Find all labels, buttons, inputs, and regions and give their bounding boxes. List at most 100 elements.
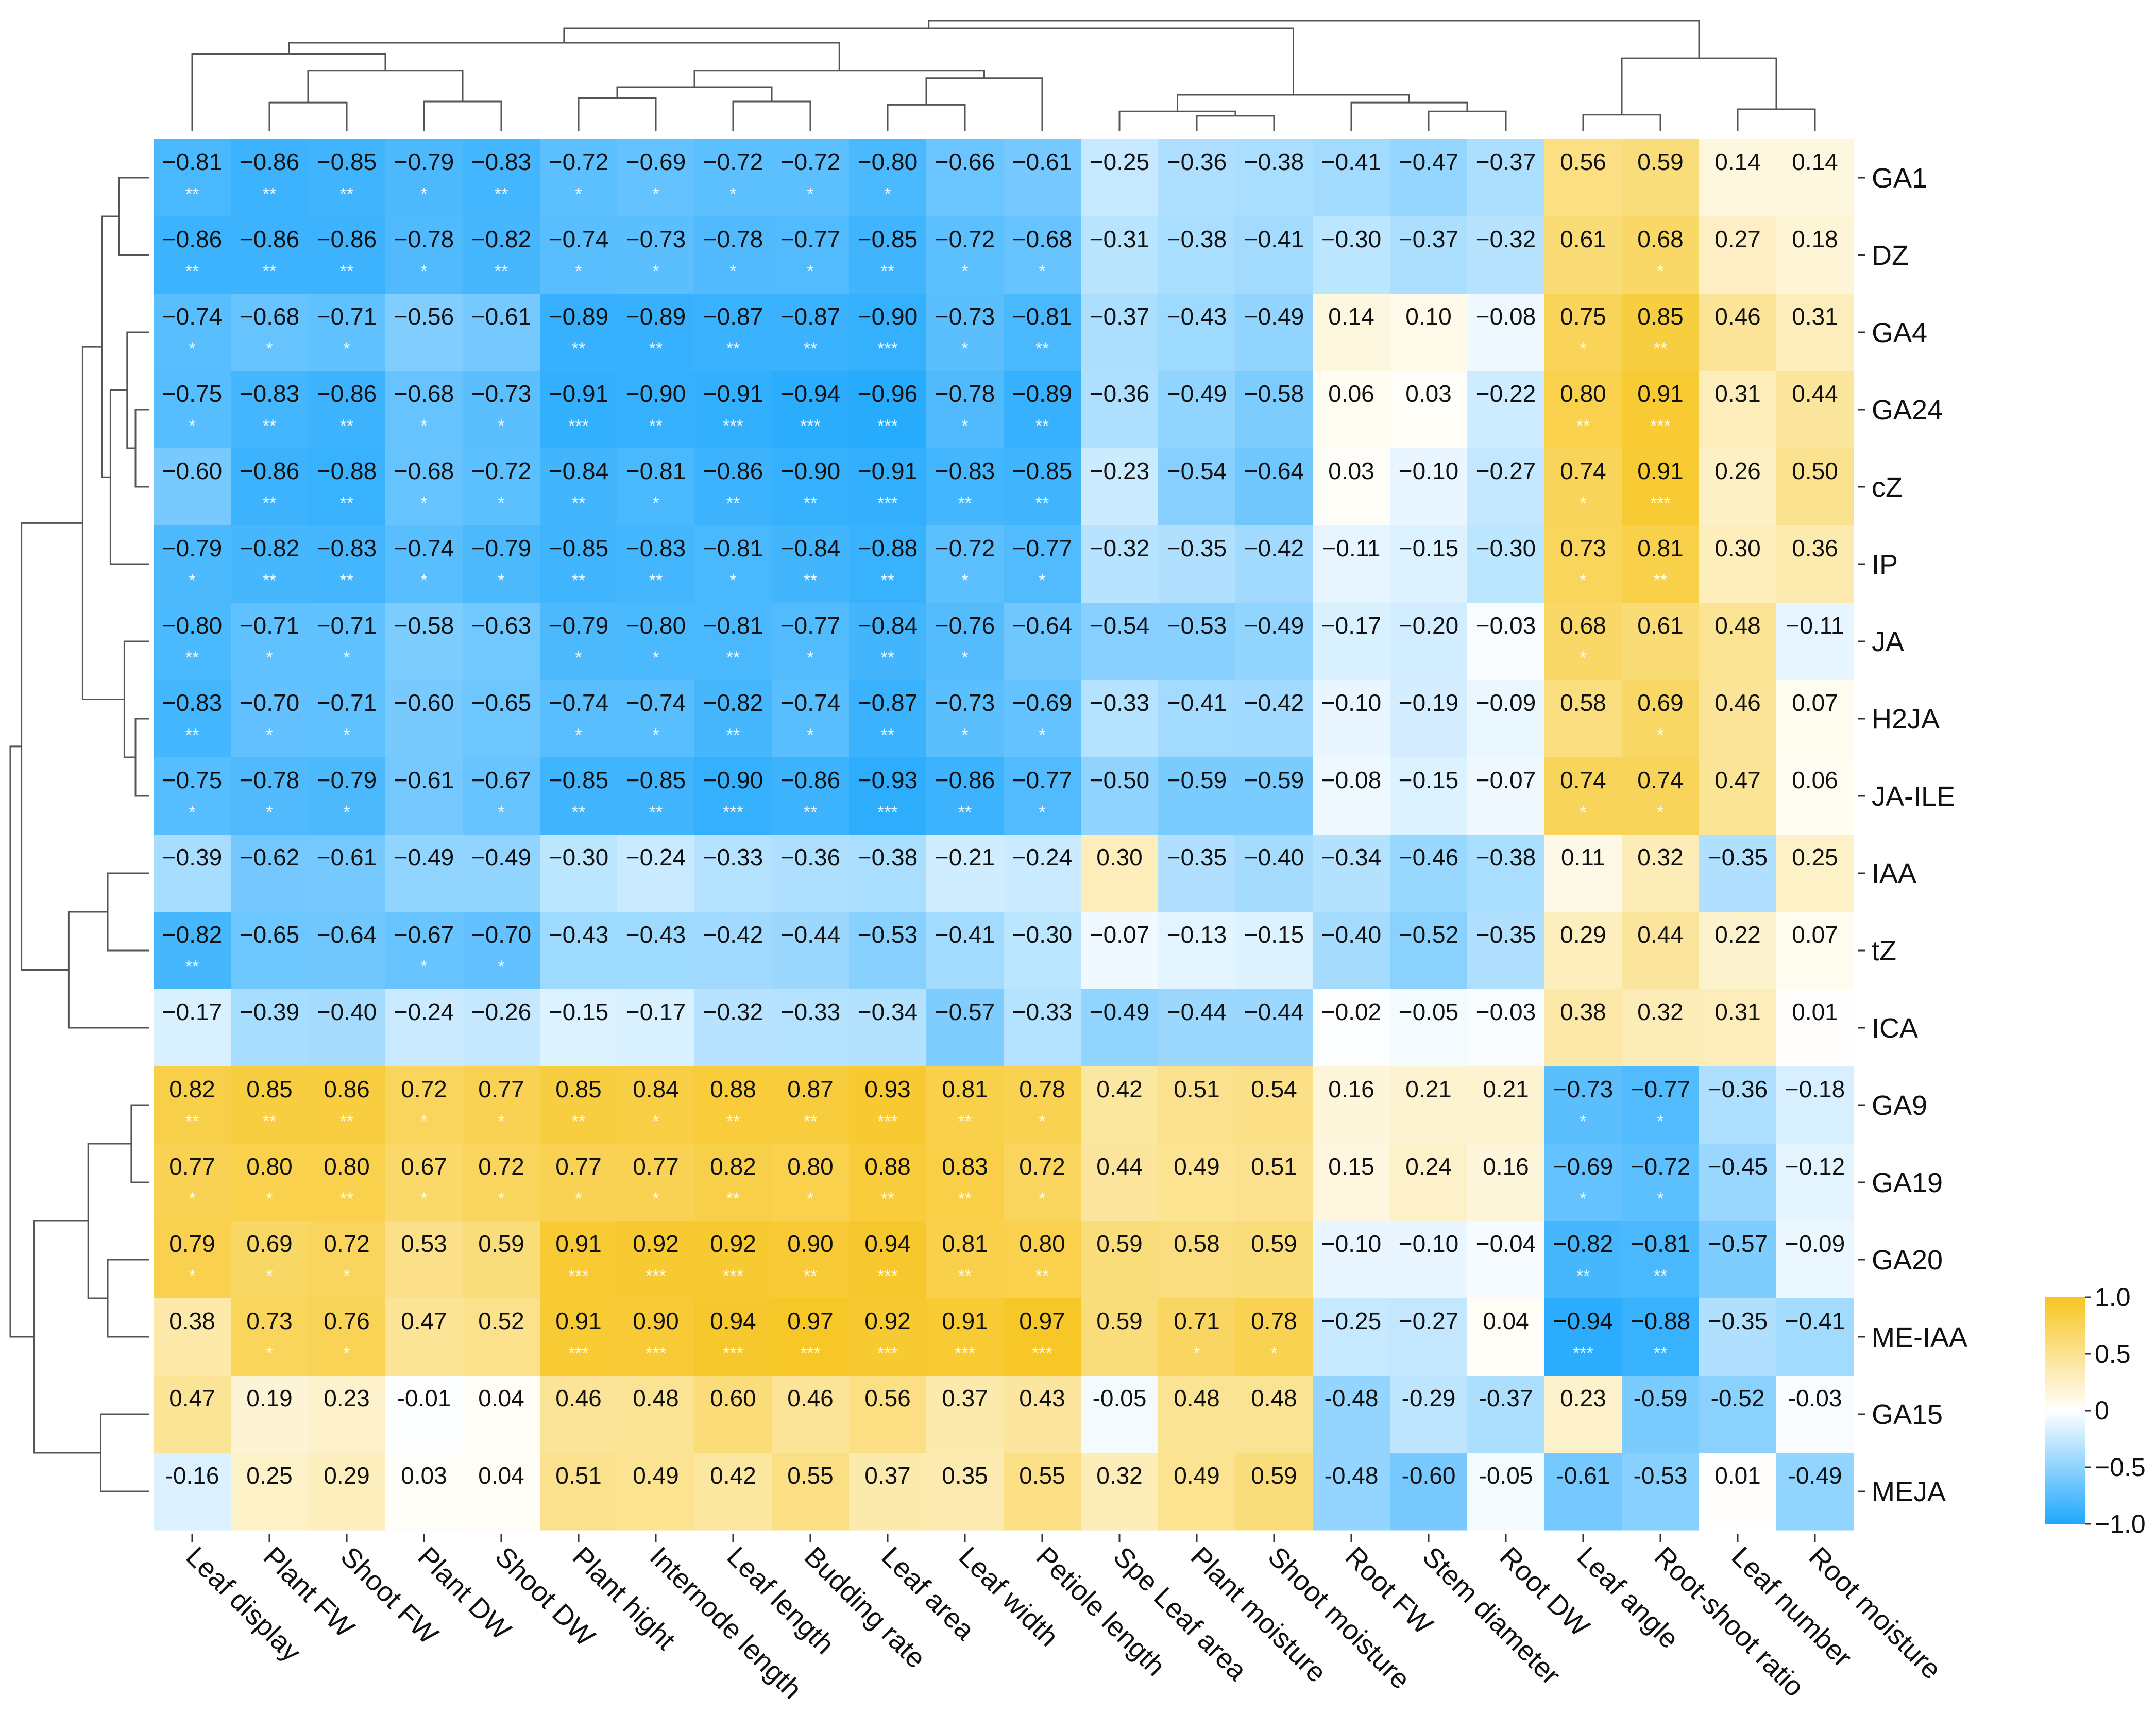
significance-mark: * [1039,262,1045,281]
heatmap-cell [231,1453,309,1531]
heatmap-cell [1158,757,1236,835]
heatmap-cell [1544,1221,1622,1299]
heatmap-cell [1776,1376,1854,1453]
cell-value-label: −0.10 [1399,1230,1458,1257]
heatmap-cell [154,1144,231,1221]
cell-value-label: 0.51 [1251,1153,1297,1180]
heatmap-cell [385,835,463,912]
heatmap-cell [1004,139,1081,217]
significance-mark: * [1580,803,1586,822]
significance-mark: * [1039,1189,1045,1209]
significance-mark: ** [958,1266,972,1286]
heatmap-cell [540,525,618,603]
cell-value-label: −0.43 [549,921,608,948]
cell-value-label: −0.17 [1321,612,1381,639]
heatmap-cell [1776,448,1854,526]
cell-value-label: −0.41 [1167,689,1227,716]
significance-mark: *** [877,339,898,359]
significance-mark: * [807,262,813,281]
heatmap-cell [385,216,463,294]
significance-mark: ** [881,725,894,745]
cell-value-label: 0.80 [1019,1230,1065,1257]
heatmap-cell [463,216,540,294]
cell-value-label: −0.81 [703,535,763,562]
cell-value-label: −0.25 [1321,1308,1381,1334]
row-label: ICA [1872,1013,1918,1044]
cell-value-label: −0.30 [1321,226,1381,252]
heatmap-cell [1622,448,1700,526]
significance-mark: * [1580,571,1586,590]
cell-value-label: −0.73 [935,689,995,716]
cell-value-label: −0.44 [780,921,840,948]
heatmap-cell [1158,603,1236,681]
heatmap-cell [1622,757,1700,835]
heatmap-cell [540,757,618,835]
heatmap-cell [154,371,231,449]
cell-value-label: −0.33 [1012,998,1072,1025]
cell-value-label: -0.16 [165,1462,219,1489]
heatmap-cell [694,1221,772,1299]
heatmap-cell [849,1144,927,1221]
significance-mark: * [729,184,736,204]
cell-value-label: 0.42 [710,1462,756,1489]
cell-value-label: 0.92 [710,1230,756,1257]
heatmap-cells: −0.81**−0.86**−0.85**−0.79*−0.83**−0.72*… [154,139,1854,1531]
heatmap-cell [308,448,386,526]
legend-tick-label: 1.0 [2095,1283,2131,1312]
heatmap-cell [1699,1298,1777,1376]
significance-mark: * [266,1266,273,1286]
cell-value-label: −0.34 [1321,844,1381,871]
heatmap-cell [1544,525,1622,603]
cell-value-label: 0.97 [1019,1308,1065,1334]
heatmap-cell [1158,1144,1236,1221]
heatmap-cell [1004,989,1081,1067]
heatmap-cell [772,912,850,990]
heatmap-cell [231,912,309,990]
cell-value-label: −0.81 [1012,303,1072,330]
cell-value-label: 0.77 [555,1153,602,1180]
heatmap-cell [308,139,386,217]
significance-mark: ** [1576,1266,1590,1286]
cell-value-label: −0.49 [1167,380,1227,407]
significance-mark: *** [1032,1344,1052,1363]
significance-mark: * [1657,725,1663,745]
cell-value-label: 0.71 [1174,1308,1220,1334]
significance-mark: ** [958,494,972,513]
row-label: cZ [1872,472,1903,503]
cell-value-label: 0.47 [169,1385,215,1412]
heatmap-cell [1699,680,1777,758]
cell-value-label: 0.59 [1096,1230,1143,1257]
cell-value-label: −0.88 [858,535,918,562]
cell-value-label: −0.87 [858,689,918,716]
cell-value-label: −0.15 [1244,921,1304,948]
cell-value-label: −0.74 [162,303,222,330]
heatmap-cell [1313,757,1390,835]
cell-value-label: 0.50 [1792,457,1838,484]
heatmap-cell [617,1221,695,1299]
cell-value-label: −0.72 [1631,1153,1690,1180]
cell-value-label: −0.85 [1012,457,1072,484]
heatmap-cell [849,680,927,758]
cell-value-label: −0.03 [1476,612,1536,639]
heatmap-cell [1776,139,1854,217]
significance-mark: ** [726,1112,740,1131]
heatmap-cell [1699,835,1777,912]
cell-value-label: −0.36 [1090,380,1149,407]
dendrogram-branch [67,911,149,1029]
heatmap-cell [1158,912,1236,990]
heatmap-cell [1544,835,1622,912]
cell-value-label: −0.75 [162,767,222,793]
row-label: MEJA [1872,1477,1946,1507]
heatmap-cell [308,835,386,912]
cell-value-label: −0.94 [1553,1308,1613,1334]
heatmap-cell [694,1066,772,1144]
cell-value-label: −0.90 [703,767,763,793]
cell-value-label: 0.38 [169,1308,215,1334]
cell-value-label: −0.36 [780,844,840,871]
heatmap-cell [1776,912,1854,990]
dendrogram-branch [1737,108,1816,131]
heatmap-cell [1544,139,1622,217]
heatmap-cell [1776,680,1854,758]
heatmap-cell [154,835,231,912]
cell-value-label: −0.61 [317,844,377,871]
